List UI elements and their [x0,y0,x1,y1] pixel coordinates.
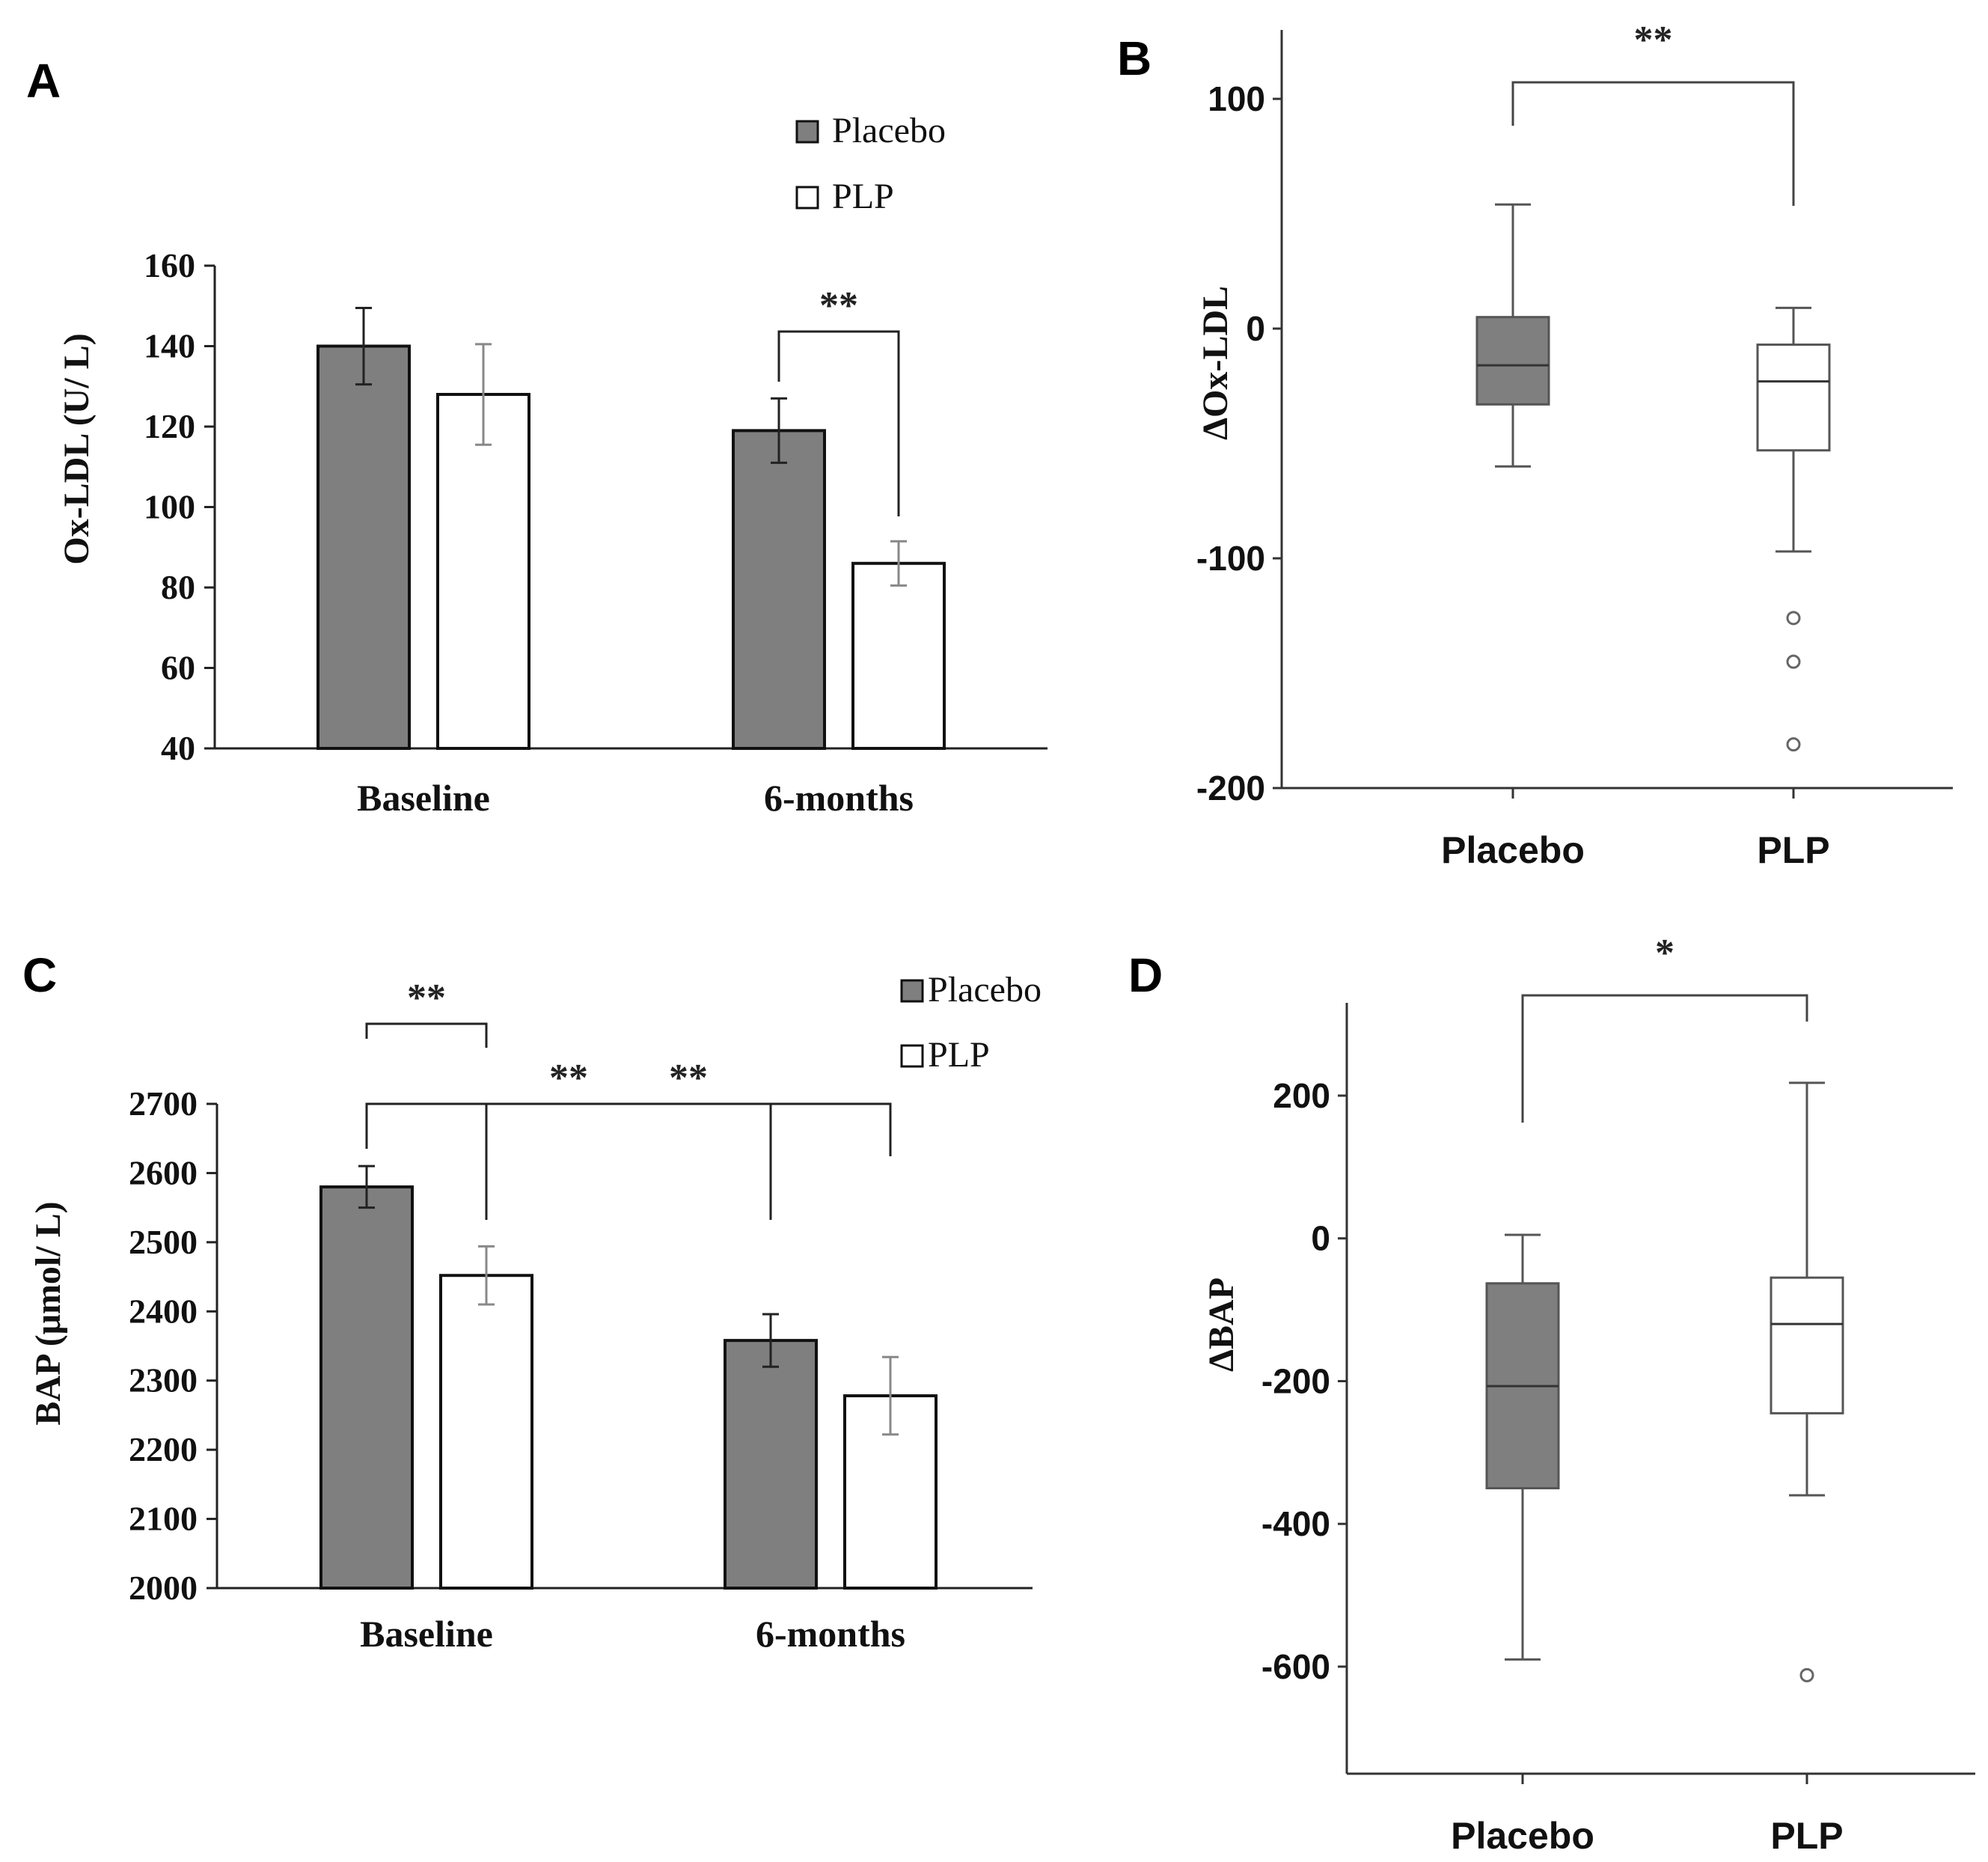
y-tick-label: 2500 [129,1223,198,1261]
y-tick-label: 2600 [129,1153,198,1191]
y-tick-label: 2100 [129,1500,198,1538]
y-tick-label: 2700 [129,1084,198,1123]
y-axis-label: BAP (μmol/ L) [28,1201,68,1425]
significance-label: ** [819,284,858,327]
x-category-label: PLP [1770,1815,1843,1857]
outlier-point [1786,611,1801,626]
legend-label-plp: PLP [928,1035,990,1075]
x-category-label: Baseline [360,1613,493,1655]
legend-swatch-plp [795,186,819,210]
significance-label: ** [407,977,446,1019]
box-plp [1756,344,1831,452]
legend: Placebo PLP [795,111,946,216]
y-tick-label: 100 [144,488,195,526]
significance-label: ** [1634,19,1673,61]
x-category-label: Baseline [357,777,490,819]
panel-d: D ΔBAP -600 -400 -200 0 200 Placebo PLP * [1128,932,1975,1857]
x-category-label: Placebo [1441,829,1585,871]
y-tick-label: 160 [144,246,195,284]
x-category-label: PLP [1757,829,1829,871]
y-tick-label: 100 [1208,79,1265,118]
legend: Placebo PLP [900,970,1042,1075]
y-tick-label: -200 [1196,769,1265,808]
bar-plp-baseline [439,1274,533,1590]
panel-label: B [1117,31,1151,85]
panel-b: B ΔOx-LDL -200 -100 0 100 Placebo PLP ** [1117,19,1953,871]
box-placebo [1475,316,1550,406]
x-category-label: 6-months [764,777,914,819]
panel-label: D [1128,948,1163,1002]
panel-c: C BAP (μmol/ L) 2000 2100 2200 2300 2400 2500… [22,948,1042,1655]
bar-plp-6-months [851,561,946,750]
y-tick-label: 140 [144,327,195,365]
y-tick-label: -600 [1261,1647,1330,1686]
significance-bracket [1521,994,1808,1123]
significance-label: ** [669,1057,708,1099]
y-tick-label: 0 [1311,1219,1330,1258]
outlier-point [1786,737,1801,752]
outlier-point [1786,654,1801,669]
y-axis-label: Ox-LDL (U/ L) [57,333,97,564]
bar-placebo-baseline [319,1185,414,1590]
x-category-label: 6-months [756,1613,905,1655]
significance-bracket [777,330,900,516]
y-tick-label: 200 [1273,1076,1330,1115]
legend-swatch-plp [900,1044,924,1068]
legend-swatch-placebo [900,979,924,1003]
x-category-label: Placebo [1451,1815,1594,1857]
y-tick-label: 40 [161,729,195,767]
panel-label: C [22,948,57,1002]
bar-placebo-baseline [316,344,411,750]
y-tick-label: -200 [1261,1361,1330,1400]
y-axis-label: ΔOx-LDL [1196,286,1235,440]
legend-label-placebo: Placebo [832,111,946,150]
y-tick-label: 120 [144,407,195,445]
y-axis-label: ΔBAP [1202,1278,1241,1372]
outlier-point [1799,1667,1814,1682]
y-tick-label: 60 [161,649,195,687]
significance-label: ** [549,1057,588,1099]
significance-bracket [485,1102,892,1220]
significance-label: * [1655,932,1674,974]
y-tick-label: -100 [1196,539,1265,578]
y-tick-label: 2400 [129,1292,198,1330]
panel-label: A [26,54,61,108]
box-plp [1770,1276,1844,1414]
legend-swatch-placebo [795,120,819,144]
legend-label-plp: PLP [832,177,894,216]
legend-label-placebo: Placebo [928,970,1042,1010]
y-tick-label: -400 [1261,1504,1330,1543]
y-tick-label: 2300 [129,1361,198,1399]
significance-bracket [1511,81,1795,206]
y-tick-label: 80 [161,568,195,606]
y-tick-label: 2000 [129,1569,198,1607]
y-tick-label: 2200 [129,1430,198,1468]
bar-plp-baseline [436,393,530,750]
significance-bracket [365,1022,488,1048]
bar-placebo-6-months [732,429,826,750]
bar-placebo-6-months [724,1339,818,1590]
panel-a: A Ox-LDL (U/ L) 40 60 80 100 120 140 160 Baseli… [26,54,1047,819]
significance-bracket [365,1102,772,1220]
y-tick-label: 0 [1246,309,1265,348]
